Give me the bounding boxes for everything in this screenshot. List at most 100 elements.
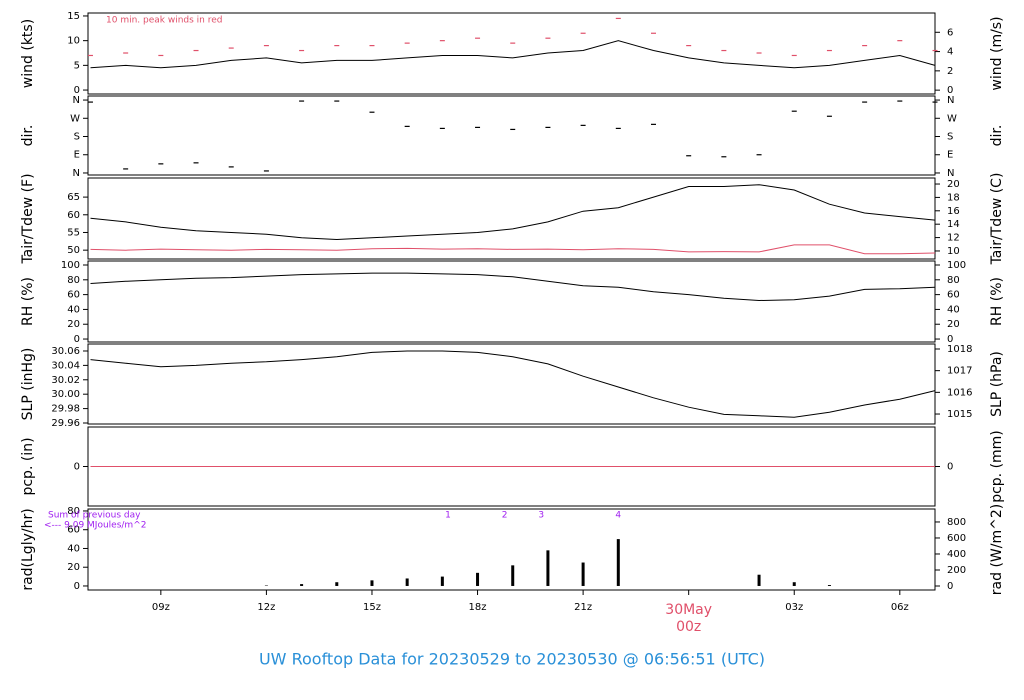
y2-tick-label: 600	[947, 533, 966, 544]
y-tick-label: 40	[67, 304, 80, 315]
y-tick-label: E	[74, 150, 80, 161]
y-tick-label: 0	[74, 85, 80, 96]
bar	[335, 582, 339, 586]
bar	[757, 574, 761, 586]
y2-tick-label: 0	[947, 85, 953, 96]
y-tick-label: 60	[67, 210, 80, 221]
y2-tick-label: N	[947, 168, 954, 179]
bar	[792, 582, 796, 586]
series-line	[90, 350, 936, 418]
y-tick-label: 65	[67, 192, 80, 203]
y-tick-label: 30.02	[51, 375, 80, 386]
y2-tick-label: 0	[947, 462, 953, 473]
bar	[476, 572, 480, 586]
y2-axis-label: wind (m/s)	[989, 16, 1005, 90]
series-line	[90, 184, 936, 241]
x-tick-label: 18z	[469, 602, 487, 613]
y2-axis-label: SLP (hPa)	[989, 351, 1005, 417]
y2-tick-label: 40	[947, 304, 960, 315]
y2-tick-label: 0	[947, 581, 953, 592]
y2-axis-label: pcp. (mm)	[989, 430, 1005, 503]
y2-axis-label: rad (W/m^2)	[989, 504, 1005, 595]
y2-tick-label: 400	[947, 549, 966, 560]
y-tick-label: N	[73, 95, 80, 106]
y2-axis-label: Tair/Tdew (C)	[989, 173, 1005, 266]
y2-tick-label: 1016	[947, 387, 972, 398]
y2-tick-label: 200	[947, 565, 966, 576]
y2-tick-label: S	[947, 132, 953, 143]
y-tick-label: N	[73, 168, 80, 179]
bar	[511, 565, 515, 586]
y-tick-label: 30.04	[51, 360, 80, 371]
y-tick-label: 0	[74, 462, 80, 473]
y-tick-label: 10	[67, 36, 80, 47]
y-axis-label: pcp. (in)	[20, 437, 36, 495]
y-tick-label: 29.98	[51, 404, 80, 415]
annotation: 1	[445, 511, 451, 521]
y-axis-label: Tair/Tdew (F)	[20, 173, 36, 264]
y-tick-label: 20	[67, 319, 80, 330]
y-tick-label: 80	[67, 506, 80, 517]
y-tick-label: 55	[67, 227, 80, 238]
panel-frame	[87, 260, 936, 343]
y-tick-label: 40	[67, 543, 80, 554]
bar	[546, 550, 550, 586]
y-tick-label: 30.06	[51, 346, 80, 357]
annotation: 4	[615, 511, 621, 521]
y2-tick-label: 12	[947, 233, 960, 244]
y-axis-label: dir.	[20, 125, 36, 147]
y-tick-label: 80	[67, 275, 80, 286]
y-axis-label: RH (%)	[20, 277, 36, 326]
y2-tick-label: 1017	[947, 366, 972, 377]
y2-tick-label: 1018	[947, 344, 972, 355]
note: <--- 9.09 MJoules/m^2	[44, 521, 146, 531]
panel-frame	[87, 508, 936, 591]
series-line	[90, 40, 936, 69]
panel-frame	[87, 177, 936, 260]
y-tick-label: 15	[67, 11, 80, 22]
y2-tick-label: 2	[947, 66, 953, 77]
y2-tick-label: 20	[947, 319, 960, 330]
y-tick-label: 0	[74, 581, 80, 592]
y2-tick-label: 0	[947, 334, 953, 345]
annotation: 2	[502, 511, 508, 521]
note: Sum of previous day	[48, 511, 141, 521]
annotation: 10 min. peak winds in red	[106, 16, 223, 26]
page-title: UW Rooftop Data for 20230529 to 20230530…	[259, 650, 765, 669]
y-tick-label: 0	[74, 334, 80, 345]
y2-tick-label: 1015	[947, 409, 972, 420]
y-tick-label: 50	[67, 245, 80, 256]
y2-tick-label: 800	[947, 517, 966, 528]
y2-tick-label: 18	[947, 192, 960, 203]
bar	[616, 539, 620, 586]
x-tick-label: 21z	[574, 602, 592, 613]
y-tick-label: 5	[74, 60, 80, 71]
y2-axis-label: RH (%)	[989, 277, 1005, 326]
annotation: 3	[538, 511, 544, 521]
x-tick-label: 15z	[363, 602, 381, 613]
y2-tick-label: 20	[947, 179, 960, 190]
y2-axis-label: dir.	[989, 125, 1005, 147]
panel-frame	[87, 343, 936, 425]
x-tick-label: 03z	[785, 602, 803, 613]
x-tick-label: 06z	[891, 602, 909, 613]
bar	[300, 584, 304, 586]
bar	[827, 585, 831, 586]
y2-tick-label: 80	[947, 275, 960, 286]
y2-tick-label: 60	[947, 290, 960, 301]
date-label: 30May	[665, 602, 712, 618]
y-tick-label: 60	[67, 290, 80, 301]
y-tick-label: 60	[67, 525, 80, 536]
series-line	[90, 244, 936, 255]
x-tick-label: 00z	[676, 619, 701, 635]
x-tick-label: 09z	[152, 602, 170, 613]
y-tick-label: 20	[67, 562, 80, 573]
y-tick-label: W	[70, 113, 80, 124]
y-tick-label: 30.00	[51, 389, 80, 400]
panel-frame	[87, 95, 936, 176]
y2-tick-label: 16	[947, 206, 960, 217]
y2-tick-label: W	[947, 113, 957, 124]
y-axis-label: SLP (inHg)	[20, 348, 36, 421]
y-axis-label: wind (kts)	[20, 19, 36, 88]
